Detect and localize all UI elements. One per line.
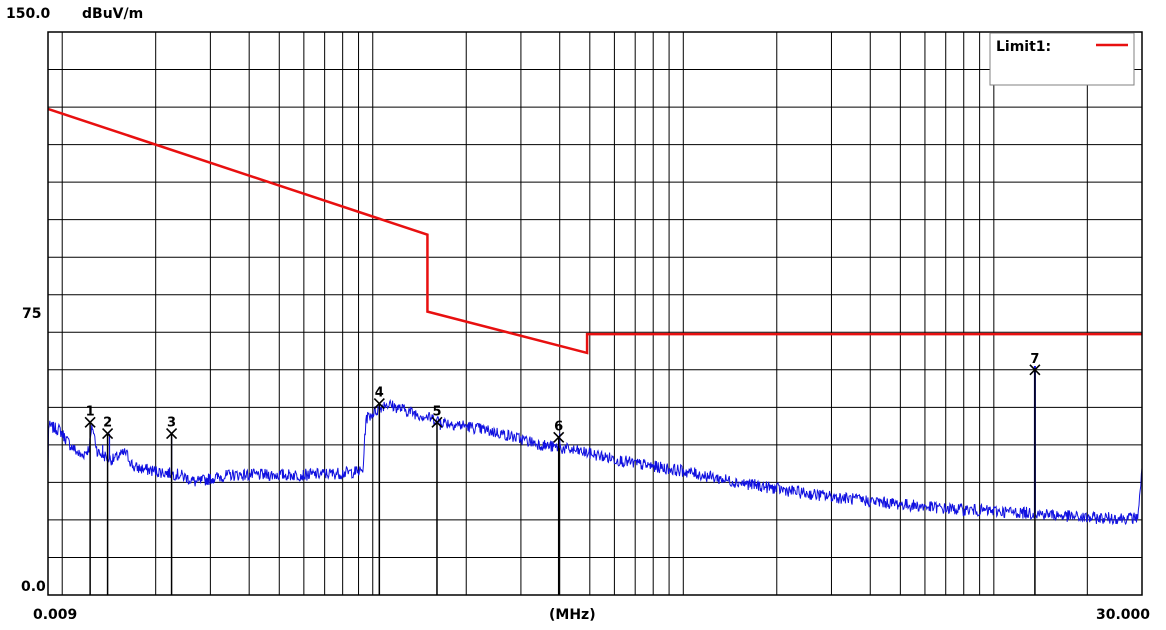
marker-x-icon (166, 428, 178, 440)
limit-layer (47, 107, 1142, 355)
marker-layer: 12 3 4 5 6 7 (84, 352, 1041, 595)
marker-label: 5 (432, 404, 441, 419)
marker-x-icon (1029, 364, 1041, 376)
marker-x-icon (373, 398, 385, 410)
x-min-label: 0.009 (33, 607, 77, 623)
y-unit-label: dBuV/m (82, 6, 143, 22)
measurement-trace (47, 398, 1143, 526)
marker-label: 7 (1030, 352, 1039, 367)
marker-label: 3 (167, 416, 176, 431)
legend-label: Limit1: (996, 39, 1051, 55)
limit-line (47, 107, 1142, 355)
marker-label: 1 (86, 404, 95, 419)
marker-x-icon (553, 431, 565, 443)
y-min-label: 0.0 (21, 579, 46, 595)
legend-box (989, 32, 1135, 86)
marker-label: 4 (375, 386, 384, 401)
y-max-label: 150.0 (6, 6, 51, 22)
legend: Limit1: (989, 32, 1135, 86)
plot-frame (47, 31, 1143, 596)
grid (47, 32, 1142, 595)
marker-x-icon (431, 416, 443, 428)
marker-x-icon (102, 428, 114, 440)
x-unit-label: (MHz) (549, 607, 596, 623)
marker-label: 6 (554, 419, 563, 434)
marker-label: 2 (103, 416, 112, 431)
marker-x-icon (84, 416, 96, 428)
y-mid-label: 75 (22, 306, 41, 322)
x-max-label: 30.000 (1096, 607, 1150, 623)
